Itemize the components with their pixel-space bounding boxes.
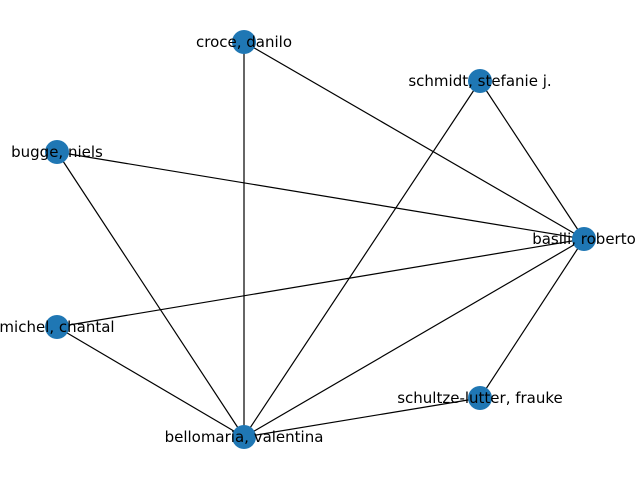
labels-layer: croce, danilo schmidt, stefanie j. bugge, … — [0, 33, 636, 446]
node-label-basili: basili, roberto — [532, 230, 636, 248]
edge-michel-basili — [56, 238, 585, 328]
edge-croce-basili — [243, 41, 585, 240]
node-label-bellomaria: bellomaria, valentina — [165, 428, 324, 446]
edge-schmidt-bellomaria — [243, 80, 481, 438]
edge-basili-bellomaria — [243, 238, 585, 438]
node-basili — [572, 227, 596, 251]
edge-bugge-basili — [56, 151, 585, 240]
edge-schmidt-basili — [479, 80, 585, 240]
node-label-bugge: bugge, niels — [11, 143, 103, 161]
node-croce — [232, 30, 256, 54]
edge-bugge-bellomaria — [56, 151, 245, 438]
nodes-layer — [45, 30, 596, 449]
node-bellomaria — [232, 425, 256, 449]
edge-michel-bellomaria — [56, 326, 245, 438]
node-label-schultze: schultze-lutter, frauke — [397, 389, 563, 407]
node-schmidt — [468, 69, 492, 93]
node-label-croce: croce, danilo — [196, 33, 292, 51]
node-bugge — [45, 140, 69, 164]
node-label-schmidt: schmidt, stefanie j. — [408, 72, 551, 90]
node-michel — [45, 315, 69, 339]
edge-basili-schultze — [479, 238, 585, 399]
node-label-michel: michel, chantal — [0, 318, 115, 336]
edges-layer — [56, 41, 585, 438]
edge-schultze-bellomaria — [243, 397, 481, 438]
node-schultze — [468, 386, 492, 410]
